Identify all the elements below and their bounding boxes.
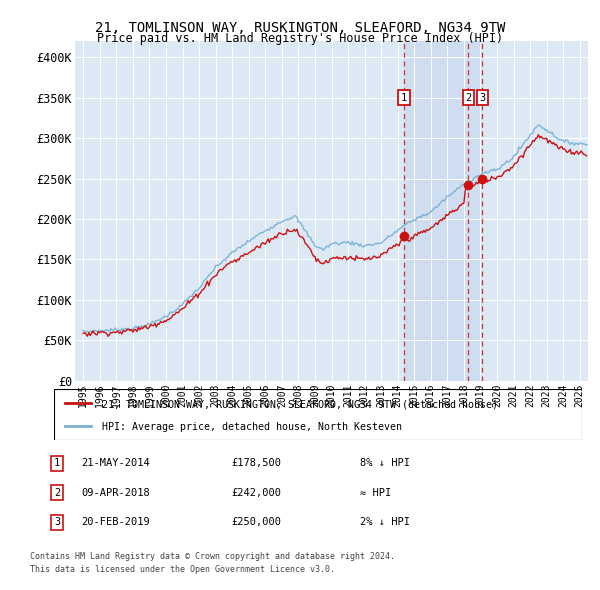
Text: 2: 2 — [54, 488, 60, 497]
Bar — [404, 41, 482, 381]
Text: 3: 3 — [479, 93, 485, 103]
Text: This data is licensed under the Open Government Licence v3.0.: This data is licensed under the Open Gov… — [30, 565, 335, 574]
Text: 21, TOMLINSON WAY, RUSKINGTON, SLEAFORD, NG34 9TW (detached house): 21, TOMLINSON WAY, RUSKINGTON, SLEAFORD,… — [101, 399, 497, 409]
Text: 2% ↓ HPI: 2% ↓ HPI — [360, 517, 410, 527]
Text: 21, TOMLINSON WAY, RUSKINGTON, SLEAFORD, NG34 9TW: 21, TOMLINSON WAY, RUSKINGTON, SLEAFORD,… — [95, 21, 505, 35]
Text: 09-APR-2018: 09-APR-2018 — [81, 488, 150, 497]
Text: 1: 1 — [54, 458, 60, 468]
Text: £250,000: £250,000 — [231, 517, 281, 527]
Text: £178,500: £178,500 — [231, 458, 281, 468]
Text: ≈ HPI: ≈ HPI — [360, 488, 391, 497]
Text: 2: 2 — [465, 93, 472, 103]
Text: 8% ↓ HPI: 8% ↓ HPI — [360, 458, 410, 468]
Text: 3: 3 — [54, 517, 60, 527]
Text: Price paid vs. HM Land Registry's House Price Index (HPI): Price paid vs. HM Land Registry's House … — [97, 32, 503, 45]
Text: 21-MAY-2014: 21-MAY-2014 — [81, 458, 150, 468]
Text: 20-FEB-2019: 20-FEB-2019 — [81, 517, 150, 527]
Text: Contains HM Land Registry data © Crown copyright and database right 2024.: Contains HM Land Registry data © Crown c… — [30, 552, 395, 561]
Text: £242,000: £242,000 — [231, 488, 281, 497]
Text: HPI: Average price, detached house, North Kesteven: HPI: Average price, detached house, Nort… — [101, 421, 401, 431]
Text: 1: 1 — [401, 93, 407, 103]
